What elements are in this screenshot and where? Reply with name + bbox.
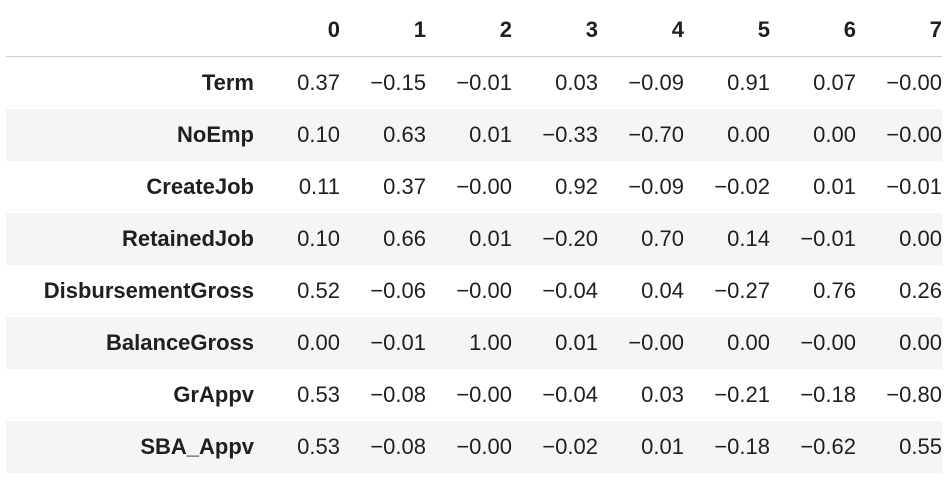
value-cell: 0.26 <box>899 278 942 303</box>
value-cell: 0.37 <box>383 174 426 199</box>
value-cell: 0.92 <box>555 174 598 199</box>
value-cell: 0.01 <box>469 226 512 251</box>
value-cell: −0.18 <box>714 434 770 459</box>
value-cell: −0.18 <box>800 382 856 407</box>
value-cell: 0.01 <box>641 434 684 459</box>
value-cell: −0.00 <box>456 382 512 407</box>
value-cell: −0.01 <box>456 70 512 95</box>
row-label: DisbursementGross <box>43 278 254 303</box>
value-cell: 0.53 <box>297 382 340 407</box>
value-cell: −0.80 <box>886 382 942 407</box>
value-cell: 0.00 <box>297 330 340 355</box>
value-cell: 0.00 <box>899 226 942 251</box>
value-cell: 0.10 <box>297 122 340 147</box>
header-row: 0 1 2 3 4 5 6 7 <box>6 4 942 57</box>
value-cell: 0.00 <box>813 122 856 147</box>
table-row: NoEmp 0.10 0.63 0.01 −0.33 −0.70 0.00 0.00 −0.00 <box>6 109 942 161</box>
value-cell: 0.55 <box>899 434 942 459</box>
value-cell: −0.01 <box>800 226 856 251</box>
column-header: 7 <box>856 4 942 57</box>
value-cell: 0.01 <box>555 330 598 355</box>
value-cell: −0.00 <box>886 70 942 95</box>
table-row: Term 0.37 −0.15 −0.01 0.03 −0.09 0.91 0.07 −0.00 <box>6 56 942 109</box>
value-cell: 0.76 <box>813 278 856 303</box>
value-cell: −0.15 <box>370 70 426 95</box>
value-cell: −0.33 <box>542 122 598 147</box>
column-header: 3 <box>512 4 598 57</box>
value-cell: 0.00 <box>899 330 942 355</box>
value-cell: 0.01 <box>813 174 856 199</box>
value-cell: 0.10 <box>297 226 340 251</box>
value-cell: 0.63 <box>383 122 426 147</box>
row-label: CreateJob <box>146 174 254 199</box>
value-cell: 0.14 <box>727 226 770 251</box>
value-cell: −0.00 <box>456 434 512 459</box>
value-cell: 1.00 <box>469 330 512 355</box>
value-cell: 0.01 <box>469 122 512 147</box>
row-label: SBA_Appv <box>140 434 254 459</box>
table-row: CreateJob 0.11 0.37 −0.00 0.92 −0.09 −0.02 0.01… <box>6 161 942 213</box>
value-cell: −0.08 <box>370 382 426 407</box>
row-label: GrAppv <box>173 382 254 407</box>
value-cell: −0.00 <box>456 278 512 303</box>
value-cell: 0.03 <box>641 382 684 407</box>
column-header: 2 <box>426 4 512 57</box>
value-cell: 0.00 <box>727 122 770 147</box>
value-cell: −0.08 <box>370 434 426 459</box>
value-cell: 0.11 <box>298 174 340 199</box>
value-cell: −0.00 <box>800 330 856 355</box>
table-row: BalanceGross 0.00 −0.01 1.00 0.01 −0.00 0.00 −0… <box>6 317 942 369</box>
value-cell: 0.04 <box>641 278 684 303</box>
value-cell: −0.70 <box>628 122 684 147</box>
row-label: NoEmp <box>177 122 254 147</box>
value-cell: 0.70 <box>641 226 684 251</box>
value-cell: 0.53 <box>297 434 340 459</box>
value-cell: −0.62 <box>800 434 856 459</box>
table-row: SBA_Appv 0.53 −0.08 −0.00 −0.02 0.01 −0.18 −0.6… <box>6 421 942 473</box>
value-cell: 0.52 <box>297 278 340 303</box>
value-cell: −0.00 <box>456 174 512 199</box>
column-header: 5 <box>684 4 770 57</box>
value-cell: −0.21 <box>714 382 770 407</box>
table-row: DisbursementGross 0.52 −0.06 −0.00 −0.04 0.04… <box>6 265 942 317</box>
column-header: 0 <box>254 4 340 57</box>
value-cell: −0.00 <box>628 330 684 355</box>
row-label: Term <box>201 70 254 95</box>
value-cell: −0.27 <box>714 278 770 303</box>
value-cell: −0.04 <box>542 278 598 303</box>
value-cell: 0.37 <box>297 70 340 95</box>
value-cell: −0.01 <box>370 330 426 355</box>
value-cell: 0.66 <box>383 226 426 251</box>
value-cell: −0.01 <box>886 174 942 199</box>
column-header: 6 <box>770 4 856 57</box>
value-cell: −0.02 <box>542 434 598 459</box>
column-header: 4 <box>598 4 684 57</box>
value-cell: 0.07 <box>813 70 856 95</box>
loadings-table: 0 1 2 3 4 5 6 7 Term 0.37 −0.15 −0.01 0.03 −0… <box>6 4 942 473</box>
table-row: RetainedJob 0.10 0.66 0.01 −0.20 0.70 0.14 −0.0… <box>6 213 942 265</box>
header-corner-cell <box>6 4 254 57</box>
table-row: GrAppv 0.53 −0.08 −0.00 −0.04 0.03 −0.21 −0.18 −… <box>6 369 942 421</box>
value-cell: −0.06 <box>370 278 426 303</box>
table-body: Term 0.37 −0.15 −0.01 0.03 −0.09 0.91 0.07 −0.00… <box>6 56 942 473</box>
value-cell: 0.03 <box>555 70 598 95</box>
value-cell: −0.00 <box>886 122 942 147</box>
column-header: 1 <box>340 4 426 57</box>
row-label: RetainedJob <box>121 226 254 251</box>
value-cell: −0.09 <box>628 70 684 95</box>
value-cell: 0.91 <box>727 70 770 95</box>
value-cell: −0.04 <box>542 382 598 407</box>
value-cell: −0.20 <box>542 226 598 251</box>
value-cell: −0.02 <box>714 174 770 199</box>
value-cell: 0.00 <box>727 330 770 355</box>
value-cell: −0.09 <box>628 174 684 199</box>
row-label: BalanceGross <box>106 330 254 355</box>
